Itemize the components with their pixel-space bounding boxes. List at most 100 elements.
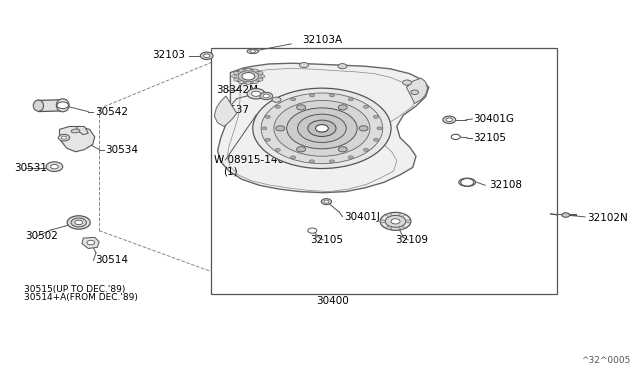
Circle shape [446, 118, 452, 122]
Circle shape [204, 54, 210, 58]
Text: 32103: 32103 [152, 50, 186, 60]
Circle shape [58, 134, 70, 141]
Ellipse shape [33, 100, 44, 111]
Circle shape [297, 105, 306, 110]
Circle shape [298, 114, 346, 142]
Circle shape [239, 81, 244, 84]
Text: 32102N: 32102N [588, 213, 628, 223]
Ellipse shape [56, 99, 69, 112]
Text: 32109: 32109 [395, 235, 428, 245]
Circle shape [261, 93, 383, 164]
Text: 30534: 30534 [106, 145, 139, 154]
Text: 30514+A(FROM DEC.'89): 30514+A(FROM DEC.'89) [24, 293, 138, 302]
Circle shape [300, 62, 308, 68]
Circle shape [265, 138, 270, 141]
Text: W 08915-1401A: W 08915-1401A [214, 155, 298, 165]
Circle shape [291, 156, 296, 159]
Circle shape [51, 164, 58, 169]
Circle shape [265, 115, 270, 118]
Circle shape [374, 138, 379, 141]
Circle shape [364, 148, 369, 151]
Circle shape [403, 80, 412, 85]
Polygon shape [37, 100, 64, 112]
Circle shape [380, 212, 411, 230]
Text: 32105: 32105 [474, 133, 507, 142]
Circle shape [57, 102, 68, 109]
Circle shape [330, 94, 335, 97]
Circle shape [406, 220, 411, 223]
Text: 30515(UP TO DEC.'89): 30515(UP TO DEC.'89) [24, 285, 125, 294]
Circle shape [338, 147, 347, 152]
Text: 38342M: 38342M [216, 85, 259, 95]
Text: 30401G: 30401G [474, 114, 515, 124]
Circle shape [250, 50, 255, 53]
Circle shape [287, 108, 357, 149]
Circle shape [239, 69, 244, 72]
Text: 30401J: 30401J [344, 212, 380, 221]
Text: 30514: 30514 [95, 256, 128, 265]
Circle shape [67, 216, 90, 229]
Circle shape [411, 90, 419, 94]
Circle shape [253, 81, 258, 84]
Circle shape [348, 98, 353, 101]
Circle shape [274, 100, 370, 156]
Polygon shape [406, 78, 428, 103]
Ellipse shape [234, 69, 263, 84]
Text: 30537: 30537 [216, 105, 250, 115]
Ellipse shape [238, 71, 259, 82]
Circle shape [75, 220, 83, 225]
Circle shape [253, 69, 258, 72]
Circle shape [272, 97, 281, 102]
Circle shape [451, 134, 460, 140]
Circle shape [291, 98, 296, 101]
Circle shape [399, 226, 404, 229]
Polygon shape [218, 63, 429, 193]
Circle shape [338, 64, 347, 69]
Text: 30542: 30542 [95, 107, 128, 116]
Circle shape [309, 160, 314, 163]
Text: (1): (1) [223, 166, 237, 176]
Circle shape [234, 78, 239, 81]
Circle shape [276, 126, 285, 131]
Circle shape [263, 94, 269, 98]
Text: 30531: 30531 [14, 163, 47, 173]
Polygon shape [77, 126, 88, 135]
Polygon shape [60, 126, 95, 152]
Circle shape [443, 116, 456, 124]
Circle shape [246, 81, 251, 84]
Circle shape [364, 105, 369, 108]
Circle shape [253, 88, 391, 169]
Circle shape [260, 75, 265, 78]
Circle shape [46, 162, 63, 171]
Circle shape [246, 68, 251, 71]
Text: 32108: 32108 [489, 180, 522, 190]
Text: ^32^0005: ^32^0005 [581, 356, 630, 365]
Circle shape [374, 115, 379, 118]
Circle shape [387, 226, 392, 229]
Circle shape [308, 228, 317, 233]
Circle shape [252, 91, 260, 96]
Circle shape [200, 52, 213, 60]
Circle shape [461, 179, 474, 186]
Circle shape [297, 147, 306, 152]
Circle shape [232, 75, 237, 78]
Circle shape [324, 200, 329, 203]
Circle shape [385, 215, 406, 227]
Ellipse shape [71, 129, 80, 133]
Circle shape [562, 213, 570, 217]
Circle shape [359, 126, 368, 131]
Circle shape [87, 240, 95, 245]
Circle shape [308, 120, 336, 137]
Circle shape [321, 199, 332, 205]
Circle shape [275, 105, 280, 108]
Circle shape [348, 156, 353, 159]
Circle shape [234, 71, 239, 74]
Circle shape [242, 73, 255, 80]
Bar [211, 48, 557, 294]
Polygon shape [214, 96, 237, 126]
Ellipse shape [459, 178, 476, 186]
Circle shape [61, 136, 67, 139]
Circle shape [399, 214, 404, 217]
Circle shape [258, 78, 263, 81]
Polygon shape [82, 237, 99, 248]
